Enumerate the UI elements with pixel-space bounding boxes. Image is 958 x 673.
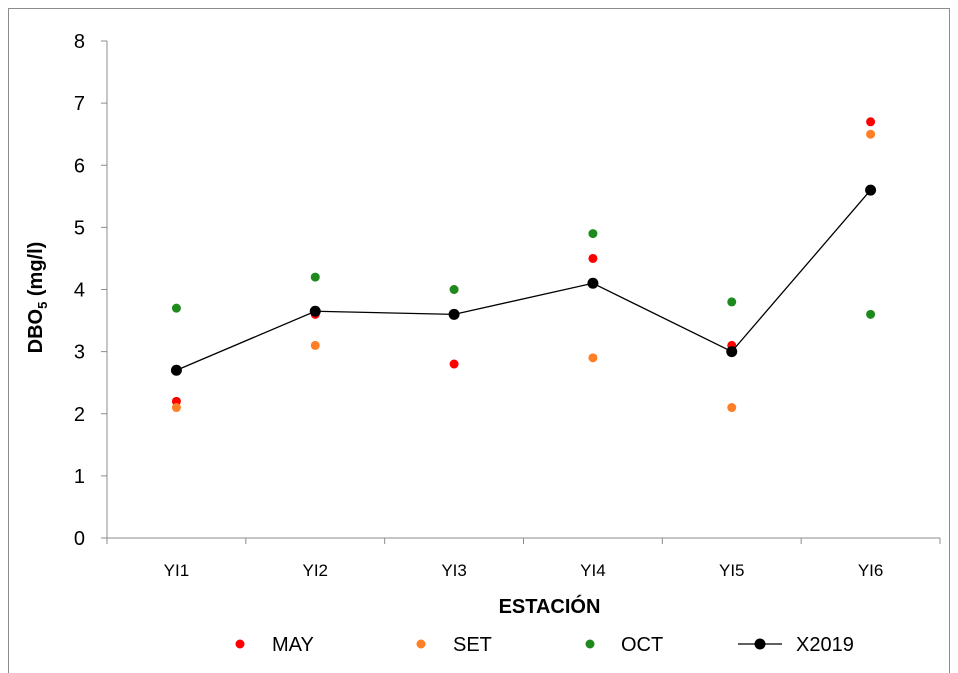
- x-tick-label: YI3: [441, 561, 467, 580]
- y-axis-title-unit: (mg/l): [25, 242, 47, 302]
- data-point-set: [727, 403, 737, 413]
- data-point-oct: [310, 272, 320, 282]
- data-point-may: [449, 359, 459, 369]
- x-axis-title: ESTACIÓN: [499, 594, 601, 618]
- data-point-oct: [588, 229, 598, 239]
- data-point-x2019: [170, 364, 182, 376]
- y-tick-label: 8: [74, 31, 85, 53]
- legend-marker-set: [416, 639, 426, 649]
- legend-label-x2019: X2019: [796, 634, 854, 656]
- y-tick-label: 6: [74, 155, 85, 177]
- data-point-x2019: [448, 308, 460, 320]
- data-point-set: [171, 403, 181, 413]
- data-point-oct: [171, 303, 181, 313]
- data-point-set: [588, 353, 598, 363]
- legend-label-may: MAY: [272, 634, 314, 656]
- data-point-oct: [866, 309, 876, 319]
- data-point-set: [310, 340, 320, 350]
- x-tick-label: YI6: [858, 561, 884, 580]
- data-point-oct: [727, 297, 737, 307]
- legend-label-set: SET: [453, 634, 492, 656]
- y-tick-label: 4: [74, 280, 85, 302]
- y-tick-label: 7: [74, 93, 85, 115]
- y-tick-label: 3: [74, 342, 85, 364]
- x-tick-label: YI5: [719, 561, 745, 580]
- x-tick-label: YI1: [164, 561, 190, 580]
- data-point-set: [866, 129, 876, 139]
- data-point-may: [588, 253, 598, 263]
- data-point-x2019: [865, 184, 877, 196]
- y-tick-label: 0: [74, 528, 85, 550]
- y-axis-title: DBO5 (mg/l): [25, 242, 50, 354]
- data-point-oct: [449, 285, 459, 294]
- legend-marker-x2019: [754, 638, 766, 650]
- y-tick-label: 2: [74, 404, 85, 426]
- legend-label-oct: OCT: [621, 634, 663, 656]
- y-tick-label: 5: [74, 217, 85, 239]
- legend-marker-may: [235, 639, 245, 649]
- chart-border: [8, 8, 950, 673]
- data-point-x2019: [587, 277, 599, 289]
- data-point-x2019: [309, 305, 321, 317]
- legend-marker-oct: [585, 639, 595, 649]
- y-axis-title-subscript: 5: [35, 302, 50, 309]
- x-tick-label: YI4: [580, 561, 606, 580]
- y-tick-label: 1: [74, 466, 85, 488]
- series-line-x2019: [176, 189, 872, 371]
- data-point-may: [866, 117, 876, 127]
- data-point-may: [171, 396, 181, 406]
- data-point-x2019: [726, 346, 738, 358]
- x-tick-label: YI2: [302, 561, 328, 580]
- y-axis-title-main: DBO: [25, 309, 47, 353]
